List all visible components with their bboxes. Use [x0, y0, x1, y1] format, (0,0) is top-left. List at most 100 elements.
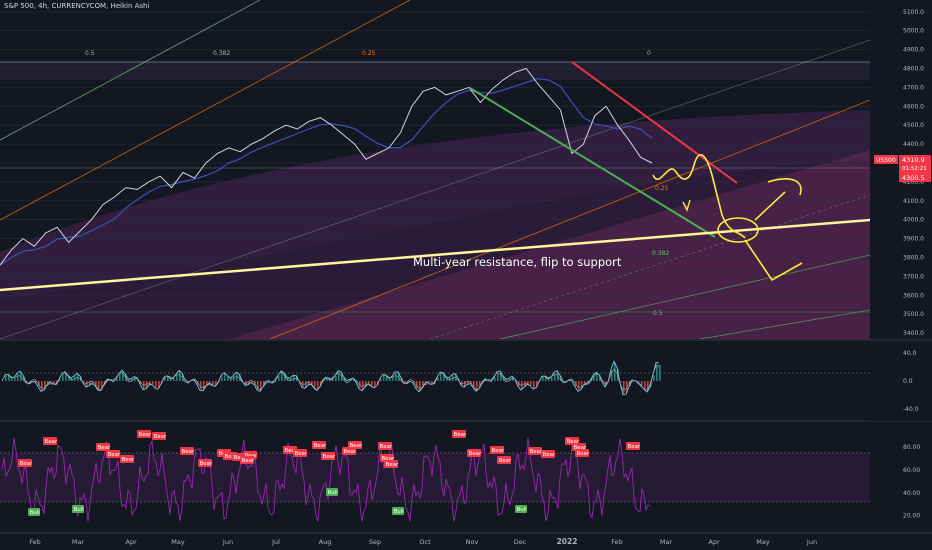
osc-histogram-bar — [329, 379, 331, 381]
osc-histogram-bar — [41, 381, 43, 391]
x-tick-label: Jun — [222, 538, 233, 546]
osc-histogram-bar — [608, 381, 610, 382]
osc-histogram-bar — [53, 381, 55, 384]
yellow-drawing-bounce — [652, 154, 746, 239]
osc-histogram-bar — [260, 381, 262, 391]
x-tick-label: Sep — [369, 538, 381, 546]
osc-histogram-bar — [383, 374, 385, 381]
main-y-tick-label: 3900.0 — [903, 236, 924, 243]
osc-histogram-bar — [320, 381, 322, 387]
rsi-y-tick-label: 80.00 — [903, 444, 920, 451]
annotation-text: Multi-year resistance, flip to support — [413, 255, 622, 269]
osc-histogram-bar — [593, 375, 595, 381]
green-trend-line — [469, 87, 716, 238]
x-tick-label: 2022 — [557, 537, 578, 546]
osc-histogram-bar — [425, 381, 427, 383]
osc-histogram-bar — [98, 381, 100, 390]
oscillator-y-axis: 40.0 0.0 -40.0 — [870, 341, 932, 421]
osc-histogram-bar — [479, 381, 481, 389]
bear-label-bg — [490, 446, 504, 454]
main-y-tick-label: 3400.0 — [903, 330, 924, 337]
main-y-tick-label: 4200.0 — [903, 179, 924, 186]
osc-histogram-bar — [464, 381, 466, 387]
osc-histogram-bar — [305, 381, 307, 388]
osc-histogram-bar — [263, 381, 265, 387]
osc-histogram-bar — [314, 381, 316, 388]
osc-histogram-bar — [224, 373, 226, 381]
osc-histogram-bar — [638, 381, 640, 383]
bear-label: Bear — [122, 457, 136, 463]
bull-label-bg — [515, 505, 527, 513]
fib-line-green-2 — [499, 254, 870, 339]
osc-histogram-bar — [599, 374, 601, 381]
osc-histogram-bar — [536, 381, 538, 388]
fib-line-grey-1 — [0, 39, 870, 339]
osc-y-tick-label: 40.0 — [903, 350, 917, 357]
bull-label-bg — [28, 508, 40, 516]
osc-histogram-bar — [395, 372, 397, 381]
fib-label-2: 0.25 — [362, 50, 376, 57]
bear-label: Bear — [469, 451, 483, 457]
yellow-circle — [717, 217, 759, 243]
osc-histogram-bar — [437, 378, 439, 381]
osc-histogram-bar — [239, 374, 241, 381]
osc-histogram-bar — [200, 381, 202, 390]
osc-histogram-bar — [614, 363, 616, 381]
osc-histogram-bar — [152, 381, 154, 385]
bear-label: Bear — [20, 461, 34, 467]
x-axis[interactable]: Feb Mar Apr May Jun Jul Aug Sep Oct Nov Dec 2022 Feb… — [0, 532, 932, 550]
price-badge — [899, 155, 931, 173]
bear-label: Bear — [574, 445, 588, 451]
x-tick-label: Aug — [319, 538, 332, 546]
osc-histogram-bar — [179, 371, 181, 381]
x-tick-label: Mar — [660, 538, 673, 546]
main-y-tick-label: 4600.0 — [903, 103, 924, 110]
fib-label-6: 0.5 — [653, 310, 663, 317]
osc-histogram-bar — [65, 372, 67, 381]
oscillator-panel[interactable] — [0, 360, 870, 395]
rsi-y-axis: 80.00 60.00 40.00 20.00 — [870, 422, 932, 532]
fib-line-green-3 — [699, 309, 870, 339]
symbol-badge — [874, 155, 898, 164]
bear-label: Bear — [350, 443, 364, 449]
osc-histogram-bar — [440, 372, 442, 381]
x-tick-label: Jun — [806, 538, 817, 546]
osc-histogram-bar — [371, 381, 373, 385]
osc-histogram-bar — [215, 381, 217, 387]
fib-label-5: 0.382 — [652, 250, 669, 257]
bear-label-bg — [137, 430, 151, 438]
osc-histogram-bar — [659, 364, 661, 381]
fib-label-1: 0.382 — [213, 50, 230, 57]
x-tick-label: Dec — [514, 538, 527, 546]
osc-histogram-bar — [335, 375, 337, 381]
osc-histogram-bar — [476, 381, 478, 391]
osc-histogram-bar — [656, 364, 658, 381]
main-y-tick-label: 5000.0 — [903, 28, 924, 35]
osc-histogram-bar — [629, 381, 631, 387]
osc-histogram-bar — [467, 381, 469, 385]
osc-histogram-bar — [251, 381, 253, 383]
bull-label: Bull — [328, 490, 339, 496]
osc-histogram-bar — [380, 378, 382, 381]
main-price-panel[interactable]: 0.5 0.382 0.25 0 0.25 0.382 0.5 Multi-ye… — [0, 0, 932, 339]
osc-histogram-bar — [530, 381, 532, 386]
osc-histogram-bar — [389, 378, 391, 381]
countdown-text: 01:52:21 — [902, 166, 927, 172]
bear-label: Bear — [386, 462, 400, 468]
osc-y-tick-label: 0.0 — [903, 378, 913, 385]
bear-label-bg — [321, 452, 335, 460]
osc-histogram-bar — [89, 381, 91, 386]
x-tick-label: Mar — [72, 538, 85, 546]
osc-histogram-bar — [422, 381, 424, 388]
bull-label: Bull — [30, 510, 41, 516]
osc-histogram-bar — [647, 381, 649, 391]
osc-histogram-bar — [473, 381, 475, 387]
osc-histogram-bar — [83, 381, 85, 383]
bull-label-bg — [326, 488, 338, 496]
osc-histogram-bar — [386, 376, 388, 381]
osc-histogram-bar — [167, 376, 169, 381]
main-y-tick-label: 4100.0 — [903, 198, 924, 205]
osc-histogram-bar — [23, 375, 25, 381]
